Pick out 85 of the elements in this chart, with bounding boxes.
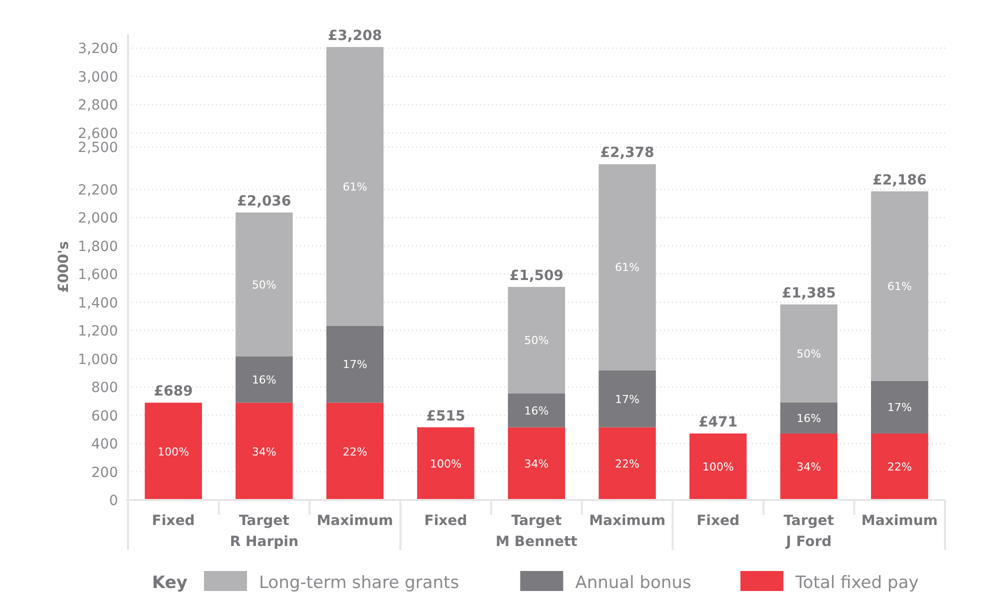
total-label: £471: [698, 414, 738, 430]
x-tick-label: Maximum: [589, 513, 666, 529]
annotation: 61%: [615, 261, 640, 274]
x-tick-label: Target: [239, 513, 290, 529]
annotation: 16%: [252, 373, 276, 386]
y-tick-label: 200: [91, 464, 118, 481]
x-tick-label: Fixed: [424, 513, 468, 529]
total-label: £2,378: [600, 145, 654, 162]
x-tick-label: Target: [784, 513, 834, 529]
y-tick-label: 1,000: [78, 352, 118, 368]
annotation: 50%: [796, 347, 822, 360]
annotation: 34%: [796, 460, 822, 474]
y-tick-label: 800: [91, 380, 118, 396]
y-tick-label: 3,200: [78, 41, 118, 58]
x-tick-label: Maximum: [316, 513, 394, 529]
total-label: £1,509: [509, 268, 564, 284]
y-tick-label: 3,000: [78, 69, 118, 86]
bar: [871, 191, 928, 381]
legend-label: Long-term share grants: [259, 573, 460, 593]
annotation: 61%: [342, 180, 368, 194]
y-axis-title: £000's: [56, 241, 72, 293]
bar: [326, 326, 384, 403]
y-tick-label: 2,500: [78, 140, 118, 156]
legend-label: Annual bonus: [575, 573, 692, 593]
text: R Harpin: [230, 534, 298, 550]
bar: [780, 433, 838, 500]
annotation: 100%: [702, 460, 734, 474]
text: J Ford: [785, 534, 832, 550]
y-tick-label: 1,400: [78, 295, 118, 312]
annotation: 17%: [342, 358, 368, 372]
bar: [326, 402, 384, 500]
legend-title: Key: [152, 573, 188, 593]
annotation: 34%: [524, 458, 549, 471]
y-tick-label: 2,600: [78, 126, 118, 142]
bar: [871, 433, 928, 500]
bar: [236, 212, 293, 356]
y-tick-label: 2,800: [78, 98, 118, 114]
annotation: 100%: [430, 458, 462, 471]
annotation: 22%: [615, 458, 640, 471]
bar: [598, 164, 656, 370]
y-tick-label: 2,000: [78, 210, 118, 227]
total-label: £1,385: [782, 285, 836, 302]
bar: [689, 433, 747, 500]
total-label: £515: [426, 408, 466, 424]
bar: [144, 402, 202, 500]
annotation: 16%: [796, 412, 822, 425]
x-tick-label: Target: [511, 513, 562, 529]
y-tick-label: 400: [91, 436, 118, 453]
text: M Bennett: [496, 534, 578, 550]
bar: [236, 402, 293, 500]
annotation: 17%: [615, 392, 640, 406]
total-label: £2,036: [237, 193, 292, 210]
annotation: 50%: [524, 334, 549, 348]
x-tick-label: Maximum: [861, 513, 938, 529]
annotation: 34%: [252, 445, 276, 458]
bar: [780, 402, 838, 434]
y-tick-label: 1,600: [78, 267, 118, 284]
y-tick-label: 600: [91, 408, 118, 424]
x-tick-label: Fixed: [152, 513, 195, 529]
legend-label: Total fixed pay: [794, 573, 919, 593]
bar: [236, 356, 293, 403]
total-label: £3,208: [328, 28, 382, 44]
annotation: 61%: [887, 280, 912, 294]
bar: [326, 46, 384, 326]
total-label: £689: [154, 384, 193, 400]
bar: [871, 380, 928, 434]
bar: [508, 394, 566, 428]
y-tick-label: 1,200: [78, 324, 118, 340]
annotation: 22%: [342, 445, 368, 458]
annotation: 17%: [887, 401, 912, 414]
bar: [508, 286, 566, 394]
annotation: 16%: [524, 404, 549, 418]
bar: [780, 304, 838, 402]
y-tick-label: 2,200: [78, 182, 118, 198]
annotation: 100%: [158, 445, 190, 458]
x-tick-label: Fixed: [696, 513, 740, 529]
bar: [417, 427, 474, 500]
y-tick-label: 0: [109, 493, 118, 509]
y-tick-label: 1,800: [78, 238, 118, 255]
annotation: 50%: [252, 278, 276, 292]
total-label: £2,186: [872, 172, 927, 188]
bar: [598, 370, 656, 428]
bar: [598, 427, 656, 500]
annotation: 22%: [887, 460, 912, 474]
bar: [508, 427, 566, 500]
